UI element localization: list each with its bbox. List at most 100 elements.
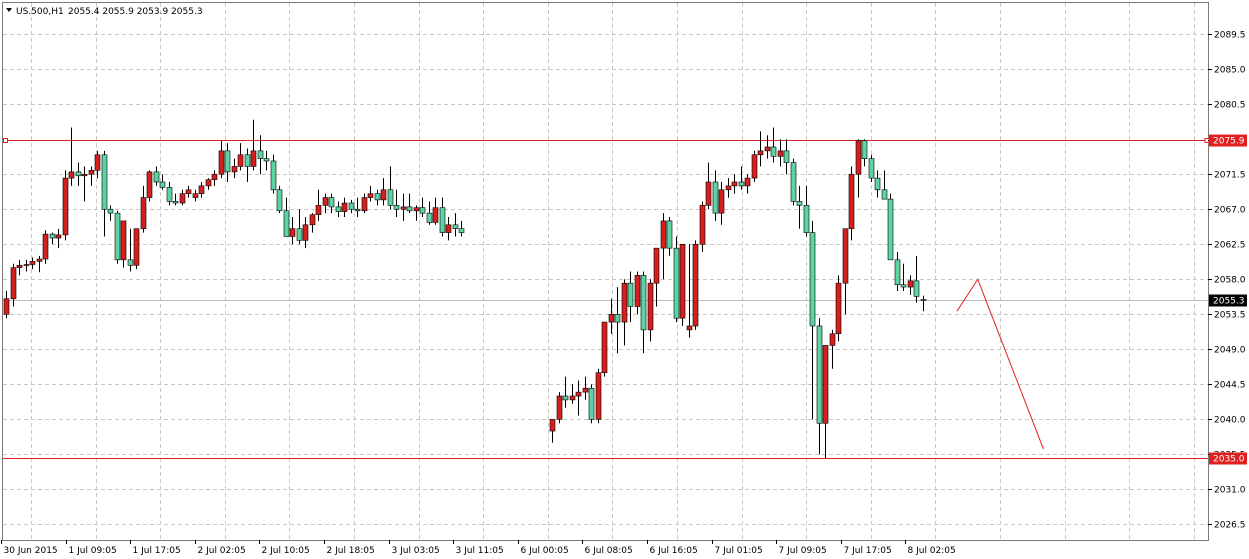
candle — [127, 228, 134, 272]
candle — [634, 271, 641, 315]
candle — [744, 174, 751, 194]
candle-body — [81, 173, 88, 177]
candle-body — [172, 201, 179, 204]
candle-body — [575, 391, 582, 397]
candle — [192, 189, 199, 202]
candle — [731, 174, 738, 194]
candle — [770, 127, 777, 163]
candle-body — [380, 189, 387, 201]
candle — [179, 189, 186, 206]
candle-body — [621, 282, 628, 323]
candle — [738, 166, 745, 190]
candle-body — [218, 150, 225, 175]
candle — [354, 197, 361, 218]
candle-body — [296, 228, 303, 241]
candle — [263, 150, 270, 171]
chart-frame — [2, 2, 1209, 541]
current-price-label: 2055.3 — [1213, 297, 1245, 307]
level-tag — [1209, 452, 1247, 465]
candle-body — [49, 233, 56, 239]
candle — [133, 228, 140, 270]
projection-line — [956, 278, 1044, 450]
candle — [640, 271, 647, 354]
x-tick-label: 7 Jul 09:05 — [779, 546, 827, 556]
candle-body — [744, 177, 751, 187]
candle-body — [3, 298, 10, 315]
candle — [582, 376, 589, 400]
candle-body — [640, 275, 647, 331]
candle-body — [588, 387, 595, 420]
candle-body — [569, 395, 576, 401]
candle-body — [107, 208, 114, 214]
candle-body — [432, 207, 439, 223]
candle — [348, 199, 355, 214]
candle-body — [237, 154, 244, 167]
candle — [686, 244, 693, 338]
price-axis: 2089.5 2085.0 2080.5 2075.9 2071.5 2067.0 2062… — [1208, 31, 1247, 531]
candle-body — [731, 181, 738, 187]
candle-body — [94, 154, 101, 171]
candle — [660, 213, 667, 280]
candle — [250, 119, 257, 171]
candle — [705, 162, 712, 210]
candle-body — [328, 197, 335, 208]
candle-body — [250, 150, 257, 167]
candle — [595, 368, 602, 424]
candle — [556, 392, 563, 424]
candle — [783, 139, 790, 175]
candle — [36, 255, 43, 273]
candle — [107, 205, 114, 221]
candle-body — [920, 299, 927, 301]
candle-body — [426, 212, 433, 223]
candle-body — [133, 228, 140, 266]
candle — [874, 170, 881, 198]
candle-body — [842, 228, 849, 284]
chevron-down-icon[interactable] — [6, 8, 12, 12]
candle-body — [705, 181, 712, 206]
candle-body — [302, 224, 309, 241]
y-tick-label: 2067.0 — [1214, 206, 1246, 216]
projection-polyline[interactable] — [956, 278, 1044, 450]
candle-body — [62, 177, 69, 236]
candle-body — [244, 154, 251, 167]
candle-body — [686, 325, 693, 331]
candle-body — [608, 314, 615, 323]
candle-body — [120, 220, 127, 261]
candle-body — [159, 181, 166, 188]
x-tick-label: 8 Jul 02:05 — [908, 546, 956, 556]
x-tick-label: 7 Jul 17:05 — [844, 546, 892, 556]
candle — [380, 178, 387, 206]
candle — [276, 185, 283, 214]
candle — [29, 257, 36, 270]
candle-body — [166, 187, 173, 202]
candle — [185, 185, 192, 198]
candle — [120, 220, 127, 268]
candle-body — [400, 206, 407, 210]
candle — [458, 220, 465, 237]
x-tick-label: 6 Jul 08:05 — [585, 546, 633, 556]
candle — [146, 170, 153, 202]
candle — [49, 232, 56, 245]
x-tick-label: 30 Jun 2015 — [4, 546, 58, 556]
candle — [816, 318, 823, 455]
candle — [231, 158, 238, 179]
candle-body — [10, 267, 17, 300]
candle — [796, 185, 803, 229]
candle-body — [406, 206, 413, 212]
level-tag-label: 2075.9 — [1213, 137, 1245, 147]
candle — [868, 154, 875, 182]
x-tick-label: 1 Jul 09:05 — [69, 546, 117, 556]
candle-body — [348, 202, 355, 210]
candle — [842, 228, 849, 315]
candle — [205, 178, 212, 190]
x-tick-label: 2 Jul 02:05 — [198, 546, 246, 556]
candle — [62, 170, 69, 241]
level-handle[interactable] — [3, 138, 8, 143]
candle-body — [796, 201, 803, 206]
y-tick-label: 2040.0 — [1214, 416, 1246, 426]
candle — [328, 193, 335, 214]
candle — [679, 243, 686, 326]
candle-body — [582, 387, 589, 393]
candle-body — [614, 314, 621, 323]
